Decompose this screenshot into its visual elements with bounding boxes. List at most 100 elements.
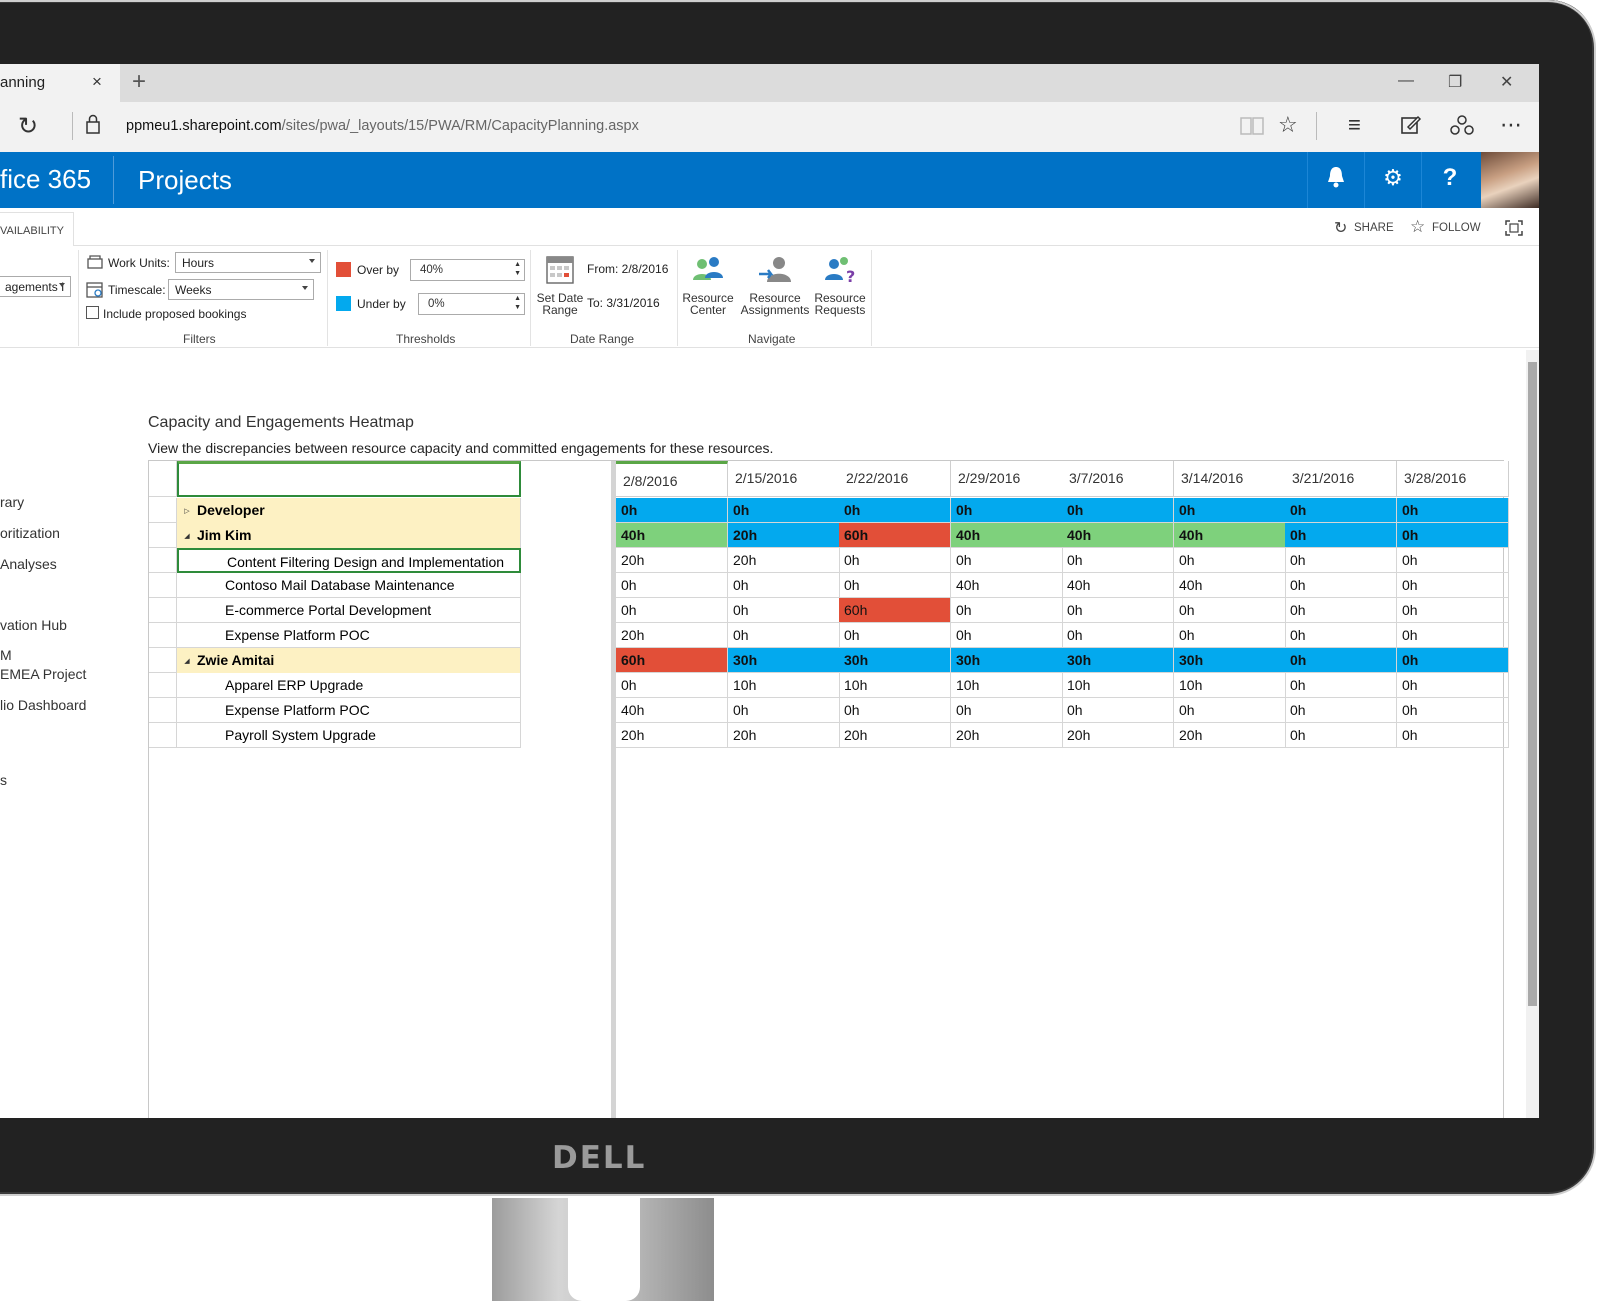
reading-view-icon[interactable] bbox=[1240, 116, 1264, 136]
quick-launch-item[interactable]: lio Dashboard bbox=[0, 697, 87, 713]
quick-launch-item[interactable]: rary bbox=[0, 494, 25, 510]
engagement-row[interactable]: Apparel ERP Upgrade bbox=[149, 673, 521, 698]
resource-row[interactable]: ◢ Zwie Amitai bbox=[149, 648, 521, 673]
week-header[interactable]: 3/14/2016 bbox=[1174, 461, 1286, 497]
collapse-icon[interactable]: ◢ bbox=[184, 533, 190, 540]
quick-launch-item[interactable]: Analyses bbox=[0, 556, 57, 572]
engagement-row[interactable]: Content Filtering Design and Implementat… bbox=[149, 548, 521, 573]
heatmap-cell[interactable]: 0h bbox=[1285, 498, 1397, 523]
heatmap-cell[interactable]: 0h bbox=[951, 548, 1063, 573]
row-label-cell[interactable]: Payroll System Upgrade bbox=[177, 723, 521, 748]
help-icon[interactable]: ? bbox=[1421, 152, 1478, 208]
quick-launch-item[interactable]: vation Hub bbox=[0, 617, 67, 633]
heatmap-cell[interactable]: 40h bbox=[951, 573, 1063, 598]
row-label-cell[interactable]: Contoso Mail Database Maintenance bbox=[177, 573, 521, 598]
page-scrollbar-thumb[interactable] bbox=[1528, 362, 1537, 1006]
window-close-icon[interactable]: ✕ bbox=[1500, 74, 1514, 91]
heatmap-cell[interactable]: 0h bbox=[1285, 648, 1397, 673]
heatmap-cell[interactable]: 20h bbox=[728, 723, 840, 748]
heatmap-cell[interactable]: 0h bbox=[1397, 673, 1509, 698]
heatmap-cell[interactable]: 10h bbox=[951, 673, 1063, 698]
heatmap-cell[interactable]: 0h bbox=[1285, 723, 1397, 748]
heatmap-cell[interactable]: 0h bbox=[1397, 573, 1509, 598]
heatmap-cell[interactable]: 0h bbox=[951, 598, 1063, 623]
heatmap-cell[interactable]: 0h bbox=[839, 573, 951, 598]
row-label-cell[interactable]: E-commerce Portal Development bbox=[177, 598, 521, 623]
heatmap-cell[interactable]: 0h bbox=[616, 673, 728, 698]
resource-row[interactable]: ▷ Developer bbox=[149, 498, 521, 523]
quick-launch-item[interactable]: M bbox=[0, 647, 12, 663]
heatmap-cell[interactable]: 10h bbox=[1174, 673, 1286, 698]
heatmap-cell[interactable]: 0h bbox=[728, 698, 840, 723]
heatmap-cell[interactable]: 20h bbox=[1174, 723, 1286, 748]
restore-icon[interactable]: ❐ bbox=[1448, 74, 1463, 91]
heatmap-cell[interactable]: 0h bbox=[1285, 623, 1397, 648]
row-label-cell[interactable]: Expense Platform POC bbox=[177, 698, 521, 723]
heatmap-cell[interactable]: 0h bbox=[728, 573, 840, 598]
heatmap-cell[interactable]: 0h bbox=[1174, 498, 1286, 523]
follow-star-icon[interactable]: ☆ bbox=[1410, 217, 1426, 236]
resource-requests-button[interactable]: ? Resource Requests bbox=[812, 254, 868, 316]
heatmap-cell[interactable]: 0h bbox=[728, 598, 840, 623]
week-header[interactable]: 2/29/2016 bbox=[951, 461, 1063, 497]
engagement-row[interactable]: Contoso Mail Database Maintenance bbox=[149, 573, 521, 598]
under-by-input[interactable]: 0% ▲ ▼ bbox=[418, 293, 525, 315]
include-proposed-checkbox[interactable] bbox=[86, 306, 99, 319]
grid-splitter[interactable] bbox=[611, 461, 616, 1118]
week-header[interactable]: 3/7/2016 bbox=[1062, 461, 1174, 497]
heatmap-cell[interactable]: 30h bbox=[951, 648, 1063, 673]
heatmap-cell[interactable]: 10h bbox=[728, 673, 840, 698]
heatmap-cell[interactable]: 30h bbox=[728, 648, 840, 673]
heatmap-cell[interactable]: 0h bbox=[839, 623, 951, 648]
heatmap-cell[interactable]: 0h bbox=[1174, 698, 1286, 723]
engagement-row[interactable]: E-commerce Portal Development bbox=[149, 598, 521, 623]
heatmap-cell[interactable]: 0h bbox=[1062, 498, 1174, 523]
heatmap-cell[interactable]: 30h bbox=[1174, 648, 1286, 673]
url-input[interactable]: ppmeu1.sharepoint.com/sites/pwa/_layouts… bbox=[126, 118, 639, 134]
view-select[interactable]: agements I bbox=[0, 276, 71, 297]
heatmap-cell[interactable]: 0h bbox=[951, 498, 1063, 523]
heatmap-cell[interactable]: 30h bbox=[1062, 648, 1174, 673]
heatmap-cell[interactable]: 0h bbox=[839, 698, 951, 723]
heatmap-cell[interactable]: 10h bbox=[1062, 673, 1174, 698]
heatmap-cell[interactable]: 10h bbox=[839, 673, 951, 698]
suite-brand[interactable]: fice 365 bbox=[0, 164, 92, 194]
engagement-row[interactable]: Expense Platform POC bbox=[149, 698, 521, 723]
heatmap-cell[interactable]: 0h bbox=[1397, 648, 1509, 673]
spin-up-icon[interactable]: ▲ bbox=[514, 295, 521, 302]
more-icon[interactable]: ⋯ bbox=[1500, 112, 1522, 137]
heatmap-cell[interactable]: 0h bbox=[1062, 623, 1174, 648]
heatmap-cell[interactable]: 0h bbox=[1285, 548, 1397, 573]
row-label-cell[interactable]: Apparel ERP Upgrade bbox=[177, 673, 521, 698]
heatmap-cell[interactable]: 0h bbox=[1397, 698, 1509, 723]
notifications-bell-icon[interactable] bbox=[1307, 152, 1364, 208]
collapse-icon[interactable]: ◢ bbox=[184, 658, 190, 665]
heatmap-cell[interactable]: 40h bbox=[951, 523, 1063, 548]
tree-header-cell[interactable] bbox=[177, 461, 521, 497]
heatmap-cell[interactable]: 20h bbox=[951, 723, 1063, 748]
spin-down-icon[interactable]: ▼ bbox=[514, 270, 521, 277]
heatmap-cell[interactable]: 0h bbox=[1285, 523, 1397, 548]
heatmap-cell[interactable]: 0h bbox=[1062, 598, 1174, 623]
row-label-cell[interactable]: ◢ Zwie Amitai bbox=[177, 648, 521, 673]
quick-launch-item[interactable]: EMEA Project bbox=[0, 666, 87, 682]
resource-center-button[interactable]: Resource Center bbox=[680, 254, 736, 316]
hub-icon[interactable]: ≡ bbox=[1348, 112, 1361, 137]
heatmap-cell[interactable]: 40h bbox=[1062, 573, 1174, 598]
new-tab-button[interactable]: + bbox=[132, 68, 147, 95]
heatmap-cell[interactable]: 0h bbox=[1397, 598, 1509, 623]
follow-button[interactable]: FOLLOW bbox=[1432, 222, 1481, 234]
heatmap-cell[interactable]: 0h bbox=[1285, 673, 1397, 698]
share-icon[interactable]: ↻ bbox=[1334, 220, 1348, 237]
heatmap-cell[interactable]: 30h bbox=[839, 648, 951, 673]
timescale-select[interactable]: Weeks bbox=[168, 279, 314, 300]
heatmap-cell[interactable]: 0h bbox=[616, 573, 728, 598]
set-date-range-button[interactable]: Set Date Range bbox=[536, 254, 584, 316]
heatmap-cell[interactable]: 0h bbox=[1397, 723, 1509, 748]
row-label-cell[interactable]: ◢ Jim Kim bbox=[177, 523, 521, 548]
heatmap-cell[interactable]: 0h bbox=[1397, 623, 1509, 648]
heatmap-cell[interactable]: 20h bbox=[839, 723, 951, 748]
settings-gear-icon[interactable]: ⚙ bbox=[1364, 152, 1421, 208]
heatmap-cell[interactable]: 0h bbox=[1285, 598, 1397, 623]
week-header[interactable]: 3/28/2016 bbox=[1397, 461, 1509, 497]
